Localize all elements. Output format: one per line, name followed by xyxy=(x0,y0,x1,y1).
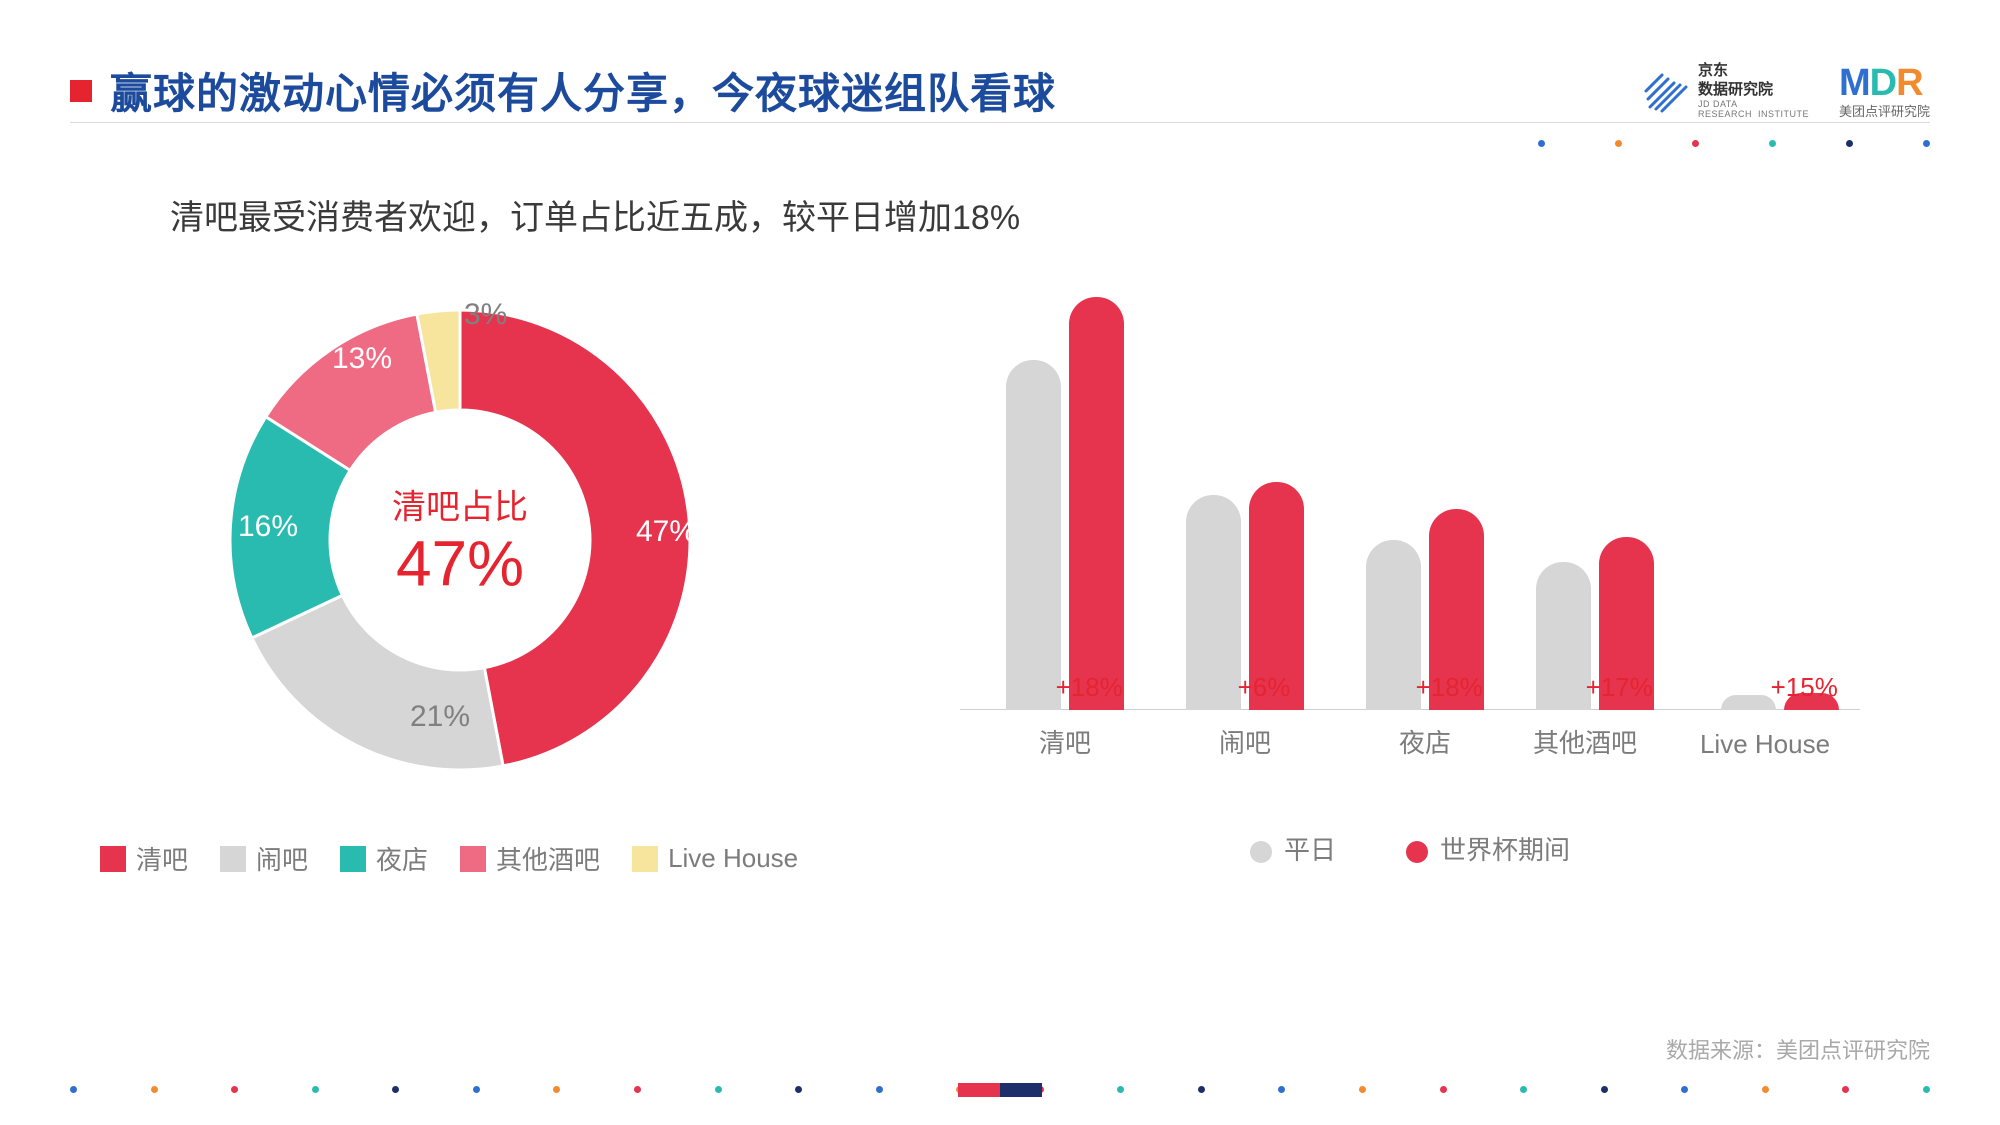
footer-dot xyxy=(392,1086,399,1093)
footer-dot xyxy=(151,1086,158,1093)
donut-legend-item: 夜店 xyxy=(340,840,428,877)
footer-dot xyxy=(795,1086,802,1093)
jd-logo-icon xyxy=(1644,69,1688,113)
footer-dot xyxy=(70,1086,77,1093)
footer-dot xyxy=(1762,1086,1769,1093)
footer-dot xyxy=(1198,1086,1205,1093)
bar-chart: +18%清吧+6%闹吧+18%夜店+17%其他酒吧+15%Live House xyxy=(960,280,1860,780)
bar xyxy=(1069,297,1124,710)
donut-legend-item: 其他酒吧 xyxy=(460,840,600,877)
bar xyxy=(1366,540,1421,710)
mdr-logo: MDR 美团点评研究院 xyxy=(1839,62,1930,120)
bar-category-label: 清吧 xyxy=(995,723,1135,760)
footer-dot xyxy=(1520,1086,1527,1093)
donut-slice-label: 47% xyxy=(636,515,696,549)
bar-category-label: Live House xyxy=(1695,729,1835,760)
logos: 京东数据研究院 JD DATARESEARCH INSTITUTE MDR 美团… xyxy=(1644,62,1930,120)
bar-legend: 平日 世界杯期间 xyxy=(1250,830,1570,867)
title-block: 赢球的激动心情必须有人分享，今夜球迷组队看球 xyxy=(70,60,1056,121)
header-dot-row xyxy=(1538,140,1930,147)
slide-header: 赢球的激动心情必须有人分享，今夜球迷组队看球 京东数据研究院 JD DATARE… xyxy=(70,60,1930,121)
bar-category-label: 闹吧 xyxy=(1175,723,1315,760)
footer-dot xyxy=(1278,1086,1285,1093)
mdr-logo-sub: 美团点评研究院 xyxy=(1839,101,1930,120)
footer-dot xyxy=(634,1086,641,1093)
bar xyxy=(1006,360,1061,710)
title-underline xyxy=(70,122,1930,123)
footer-dot xyxy=(553,1086,560,1093)
donut-legend-item: 闹吧 xyxy=(220,840,308,877)
jd-logo-cn: 京东数据研究院 xyxy=(1698,62,1809,100)
main-title: 赢球的激动心情必须有人分享，今夜球迷组队看球 xyxy=(110,60,1056,121)
footer-dot xyxy=(1681,1086,1688,1093)
bar-legend-item-2: 世界杯期间 xyxy=(1406,830,1570,867)
bar xyxy=(1536,562,1591,710)
footer-dot xyxy=(876,1086,883,1093)
donut-slice-label: 3% xyxy=(464,298,507,332)
donut-slice-label: 13% xyxy=(332,342,392,376)
bar-category-label: 夜店 xyxy=(1355,723,1495,760)
title-marker-square xyxy=(70,80,92,102)
footer-dot xyxy=(1923,1086,1930,1093)
donut-chart: 清吧占比 47% 47% 21% 16% 13% 3% xyxy=(200,280,720,800)
footer-dot xyxy=(1440,1086,1447,1093)
footer-dot xyxy=(715,1086,722,1093)
footer-dot xyxy=(1601,1086,1608,1093)
footer-center-strip xyxy=(958,1083,1042,1097)
donut-legend-item: Live House xyxy=(632,840,798,877)
donut-legend-item: 清吧 xyxy=(100,840,188,877)
jd-logo-en: JD DATARESEARCH INSTITUTE xyxy=(1698,99,1809,119)
jd-logo: 京东数据研究院 JD DATARESEARCH INSTITUTE xyxy=(1644,62,1809,120)
footer-dot xyxy=(473,1086,480,1093)
donut-legend: 清吧闹吧夜店其他酒吧 Live House xyxy=(100,840,798,877)
donut-center-value: 47% xyxy=(392,527,528,601)
bar-legend-item-1: 平日 xyxy=(1250,830,1336,867)
footer-dot xyxy=(312,1086,319,1093)
footer-dot xyxy=(1359,1086,1366,1093)
bar xyxy=(1721,695,1776,710)
footer-dot xyxy=(1842,1086,1849,1093)
donut-center: 清吧占比 47% xyxy=(392,480,528,601)
donut-slice-label: 16% xyxy=(238,510,298,544)
footer-dot xyxy=(1117,1086,1124,1093)
subtitle: 清吧最受消费者欢迎，订单占比近五成，较平日增加18% xyxy=(170,190,1020,239)
bar-category-label: 其他酒吧 xyxy=(1515,723,1655,760)
bar-delta-label: +15% xyxy=(1771,672,1838,685)
footer-dot xyxy=(231,1086,238,1093)
donut-center-label: 清吧占比 xyxy=(392,480,528,529)
bar xyxy=(1186,495,1241,710)
data-source: 数据来源：美团点评研究院 xyxy=(1666,1033,1930,1065)
donut-slice-label: 21% xyxy=(410,700,470,734)
